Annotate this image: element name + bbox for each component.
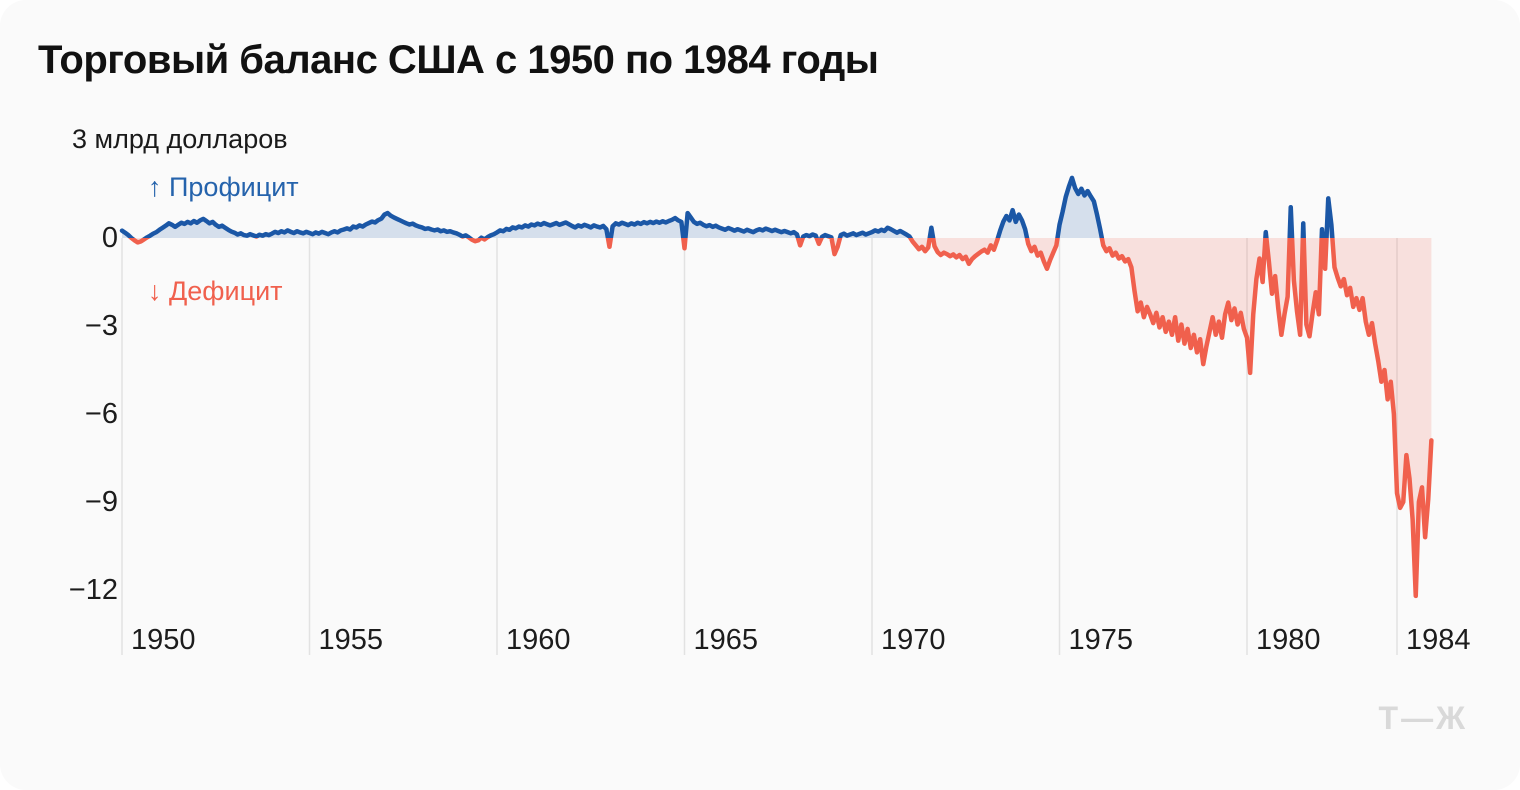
- deficit-annotation: ↓ Дефицит: [148, 276, 283, 306]
- tj-logo: Т—Ж: [1378, 700, 1468, 736]
- y-tick-label: −6: [84, 398, 118, 430]
- deficit-line: [128, 238, 1434, 599]
- x-tick-label: 1984: [1406, 624, 1471, 656]
- y-tick-label: −12: [68, 574, 118, 606]
- x-tick-label: 1950: [131, 624, 196, 656]
- x-tick-label: 1960: [506, 624, 571, 656]
- x-tick-label: 1970: [881, 624, 946, 656]
- gridlines: [121, 238, 1398, 655]
- y-tick-label: −9: [84, 486, 118, 518]
- x-tick-label: 1965: [693, 624, 759, 656]
- y-tick-label: −3: [84, 310, 118, 342]
- deficit-fill: [122, 238, 1432, 596]
- x-tick-label: 1980: [1256, 624, 1321, 656]
- chart-title: Торговый баланс США с 1950 по 1984 годы: [38, 38, 879, 82]
- y-tick-label: 0: [101, 222, 118, 254]
- x-tick-label: 1975: [1068, 624, 1134, 656]
- x-tick-label: 1955: [318, 624, 384, 656]
- surplus-annotation: ↑ Профицит: [148, 172, 299, 202]
- y-axis-unit-label: 3 млрд долларов: [72, 124, 288, 154]
- surplus-line: [119, 175, 1335, 238]
